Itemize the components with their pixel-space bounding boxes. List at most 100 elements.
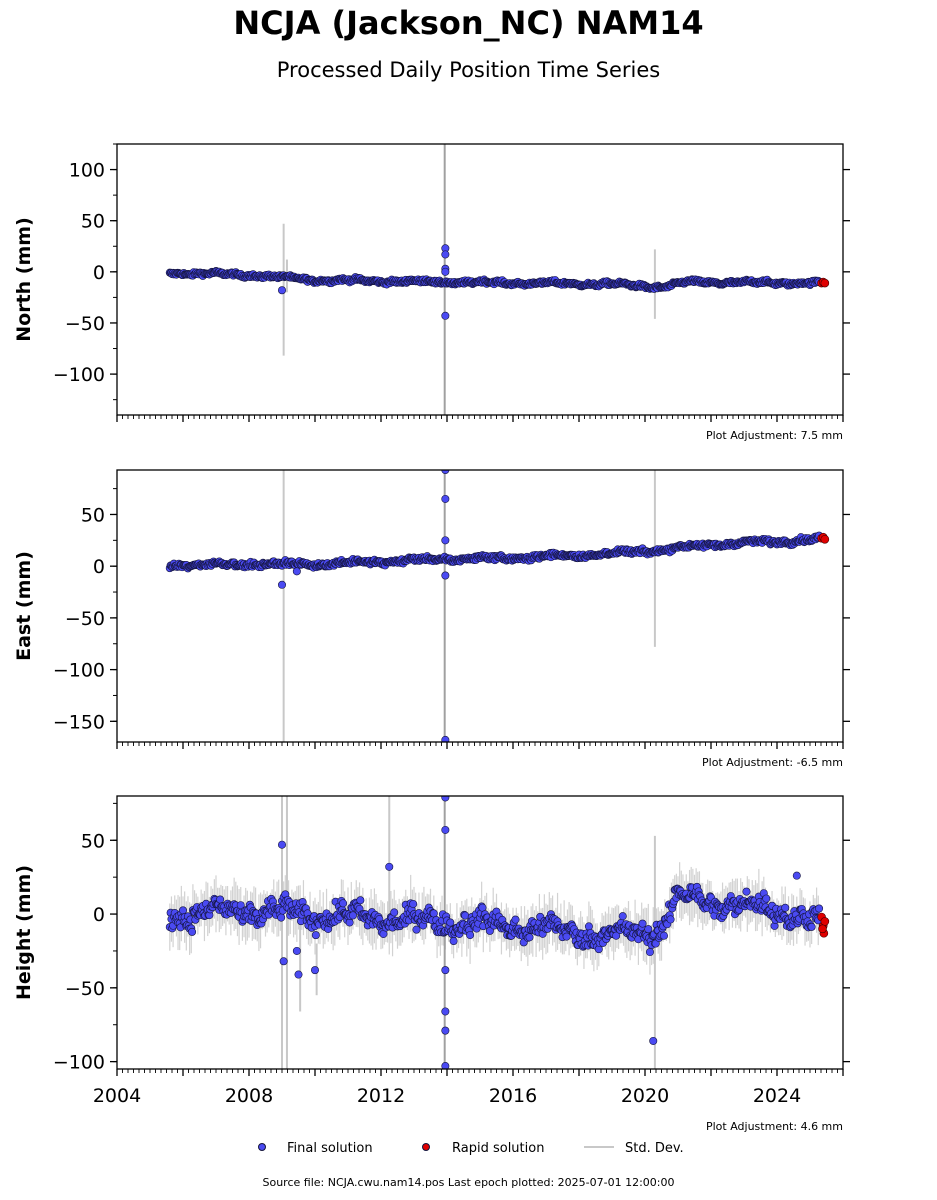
legend-rapid-marker xyxy=(422,1143,430,1151)
east-panel: 50 0 −50 −100 −150 East (mm) Plot Adjustment: … xyxy=(13,469,850,769)
x-tick-label: 2016 xyxy=(489,1085,537,1107)
final-point xyxy=(311,931,320,940)
final-point-outlier xyxy=(294,970,303,979)
final-point xyxy=(666,915,675,924)
plot-area xyxy=(165,796,830,1069)
final-point-outlier xyxy=(441,250,450,259)
y-tick-label: 50 xyxy=(81,211,105,233)
x-tick-label: 2024 xyxy=(753,1085,801,1107)
final-point xyxy=(348,911,357,920)
final-point xyxy=(645,948,654,957)
final-point xyxy=(525,933,534,942)
final-point xyxy=(339,899,348,908)
y-tick-label: 50 xyxy=(81,504,105,526)
y-tick-label: 0 xyxy=(93,904,105,926)
rapid-point xyxy=(820,534,830,544)
rapid-points xyxy=(817,912,830,938)
x-tick-label: 2020 xyxy=(621,1085,669,1107)
final-point-outlier xyxy=(441,536,450,545)
final-point-outlier xyxy=(441,311,450,320)
legend-final-label: Final solution xyxy=(287,1141,373,1156)
final-point-outlier xyxy=(441,735,450,742)
plot-adjustment: Plot Adjustment: 7.5 mm xyxy=(706,429,843,442)
legend: Final solution Rapid solution Std. Dev. xyxy=(258,1141,684,1156)
final-point-outlier xyxy=(441,1062,450,1069)
y-axis-label: North (mm) xyxy=(13,217,35,342)
y-tick-label: 50 xyxy=(81,830,105,852)
final-point xyxy=(466,931,475,940)
final-point xyxy=(562,932,571,941)
legend-stddev-label: Std. Dev. xyxy=(625,1141,684,1156)
final-point xyxy=(188,927,197,936)
final-point xyxy=(781,903,790,912)
final-point-outlier xyxy=(441,267,450,276)
y-tick-label: −100 xyxy=(53,364,105,386)
y-tick-label: −100 xyxy=(53,1052,105,1074)
y-tick-label: 0 xyxy=(93,556,105,578)
final-point xyxy=(390,908,399,917)
y-tick-label: −50 xyxy=(65,313,105,335)
rapid-point xyxy=(818,924,827,934)
plot-adjustment: Plot Adjustment: 4.6 mm xyxy=(706,1120,843,1133)
final-point xyxy=(478,903,487,912)
final-point-outlier xyxy=(277,286,286,295)
final-point-outlier xyxy=(441,494,450,503)
final-point xyxy=(612,931,621,940)
final-point-outlier xyxy=(441,1007,450,1016)
final-points xyxy=(165,470,824,742)
final-point xyxy=(815,904,824,913)
final-point-outlier xyxy=(292,567,301,576)
final-point-outlier xyxy=(792,871,801,880)
x-tick-label: 2004 xyxy=(93,1085,141,1107)
rapid-points xyxy=(817,532,830,544)
north-panel: 100 50 0 −50 −100 North (mm) Plot Adjustment: … xyxy=(13,143,850,442)
final-point-outlier xyxy=(441,796,450,802)
y-tick-label: 100 xyxy=(69,160,105,182)
plot-area xyxy=(165,470,830,742)
final-point xyxy=(584,922,593,931)
plot-frame xyxy=(116,469,844,743)
source-footer: Source file: NCJA.cwu.nam14.pos Last epo… xyxy=(262,1176,675,1189)
legend-final-marker xyxy=(258,1143,266,1151)
final-point xyxy=(644,925,653,934)
final-point xyxy=(449,937,458,946)
rapid-point xyxy=(820,278,830,288)
y-axis-label: Height (mm) xyxy=(13,865,35,1000)
chart-title: NCJA (Jackson_NC) NAM14 xyxy=(233,4,704,42)
x-tick-label: 2012 xyxy=(357,1085,405,1107)
y-tick-label: −150 xyxy=(53,711,105,733)
final-point-outlier xyxy=(441,470,450,474)
plot-adjustment: Plot Adjustment: -6.5 mm xyxy=(702,756,843,769)
final-point xyxy=(742,887,751,896)
final-point xyxy=(618,912,627,921)
y-tick-label: 0 xyxy=(93,262,105,284)
y-tick-label: −100 xyxy=(53,660,105,682)
final-point xyxy=(356,896,365,905)
final-point-outlier xyxy=(310,966,319,975)
final-point xyxy=(659,931,668,940)
final-point xyxy=(807,922,816,931)
final-point xyxy=(446,918,455,927)
legend-rapid-label: Rapid solution xyxy=(452,1141,544,1156)
x-tick-label: 2008 xyxy=(225,1085,273,1107)
height-panel: 50 0 −50 −100 2004 2008 2012 2016 2020 2024 Height… xyxy=(13,795,850,1133)
final-points xyxy=(165,244,824,320)
y-axis-label: East (mm) xyxy=(13,551,35,661)
final-point xyxy=(429,909,438,918)
final-point xyxy=(638,919,647,928)
final-point-outlier xyxy=(441,1026,450,1035)
final-point xyxy=(485,926,494,935)
y-tick-label: −50 xyxy=(65,608,105,630)
y-tick-label: −50 xyxy=(65,978,105,1000)
plot-area xyxy=(165,144,830,415)
final-point xyxy=(409,899,418,908)
final-point-outlier xyxy=(277,840,286,849)
final-point xyxy=(762,894,771,903)
rapid-point xyxy=(820,917,830,926)
final-point xyxy=(412,925,421,934)
final-point-outlier xyxy=(441,571,450,580)
final-point xyxy=(277,913,286,922)
final-point xyxy=(179,906,188,915)
final-point-outlier xyxy=(292,946,301,955)
